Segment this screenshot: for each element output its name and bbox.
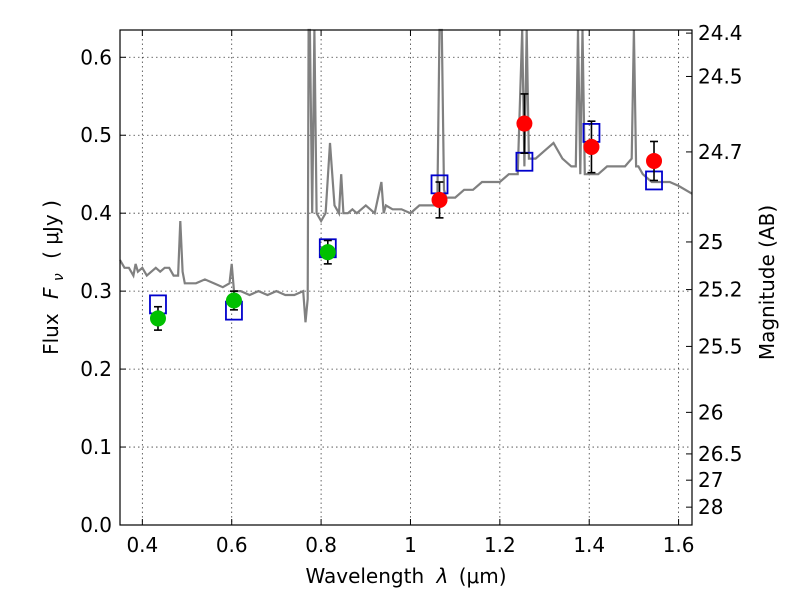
y-tick-label: 0.1 (80, 435, 112, 459)
observed-point-green (319, 244, 336, 261)
y-tick-label: 0.4 (80, 201, 112, 225)
x-tick-label: 0.4 (126, 533, 158, 557)
observed-point-red (583, 138, 600, 155)
y-tick-label: 0.5 (80, 123, 112, 147)
x-axis-label: Wavelength λ (μm) (305, 564, 506, 588)
y2-tick-label: 24.5 (698, 64, 743, 88)
y2-axis-label: Magnitude (AB) (755, 205, 779, 360)
observed-point-red (431, 191, 448, 208)
y-tick-label: 0.6 (80, 45, 112, 69)
spectrum-line (119, 28, 693, 323)
y2-tick-label: 26 (698, 400, 723, 424)
y-tick-label: 0.3 (80, 279, 112, 303)
observed-point-red (646, 152, 663, 169)
ticks: 0.4 0.6 0.8 1 1.2 1.4 1.6 0.0 0.1 0.2 0.3 0.4 0.5 0.6… (80, 21, 742, 557)
y2-tick-label: 24.4 (698, 21, 743, 45)
x-tick-label: 0.6 (216, 533, 248, 557)
x-tick-label: 1 (404, 533, 417, 557)
y2-tick-label: 27 (698, 468, 723, 492)
y-tick-label: 0.0 (80, 513, 112, 537)
x-tick-label: 0.8 (305, 533, 337, 557)
y2-tick-label: 24.7 (698, 140, 743, 164)
y2-tick-label: 26.5 (698, 442, 743, 466)
data-marks (149, 93, 663, 331)
y2-tick-label: 25 (698, 230, 723, 254)
observed-point-green (149, 310, 166, 327)
plot-frame (119, 29, 693, 526)
y2-tick-label: 25.5 (698, 334, 743, 358)
observed-point-red (516, 115, 533, 132)
grid (120, 30, 692, 526)
y2-tick-label: 25.2 (698, 278, 743, 302)
y-axis-label: Flux F ν ( μJy ) (39, 200, 68, 355)
y-tick-label: 0.2 (80, 357, 112, 381)
observed-point-green (225, 292, 242, 309)
x-tick-label: 1.2 (484, 533, 516, 557)
y2-tick-label: 28 (698, 495, 723, 519)
spectrum-layer (119, 28, 693, 323)
x-tick-label: 1.4 (573, 533, 605, 557)
x-tick-label: 1.6 (663, 533, 695, 557)
